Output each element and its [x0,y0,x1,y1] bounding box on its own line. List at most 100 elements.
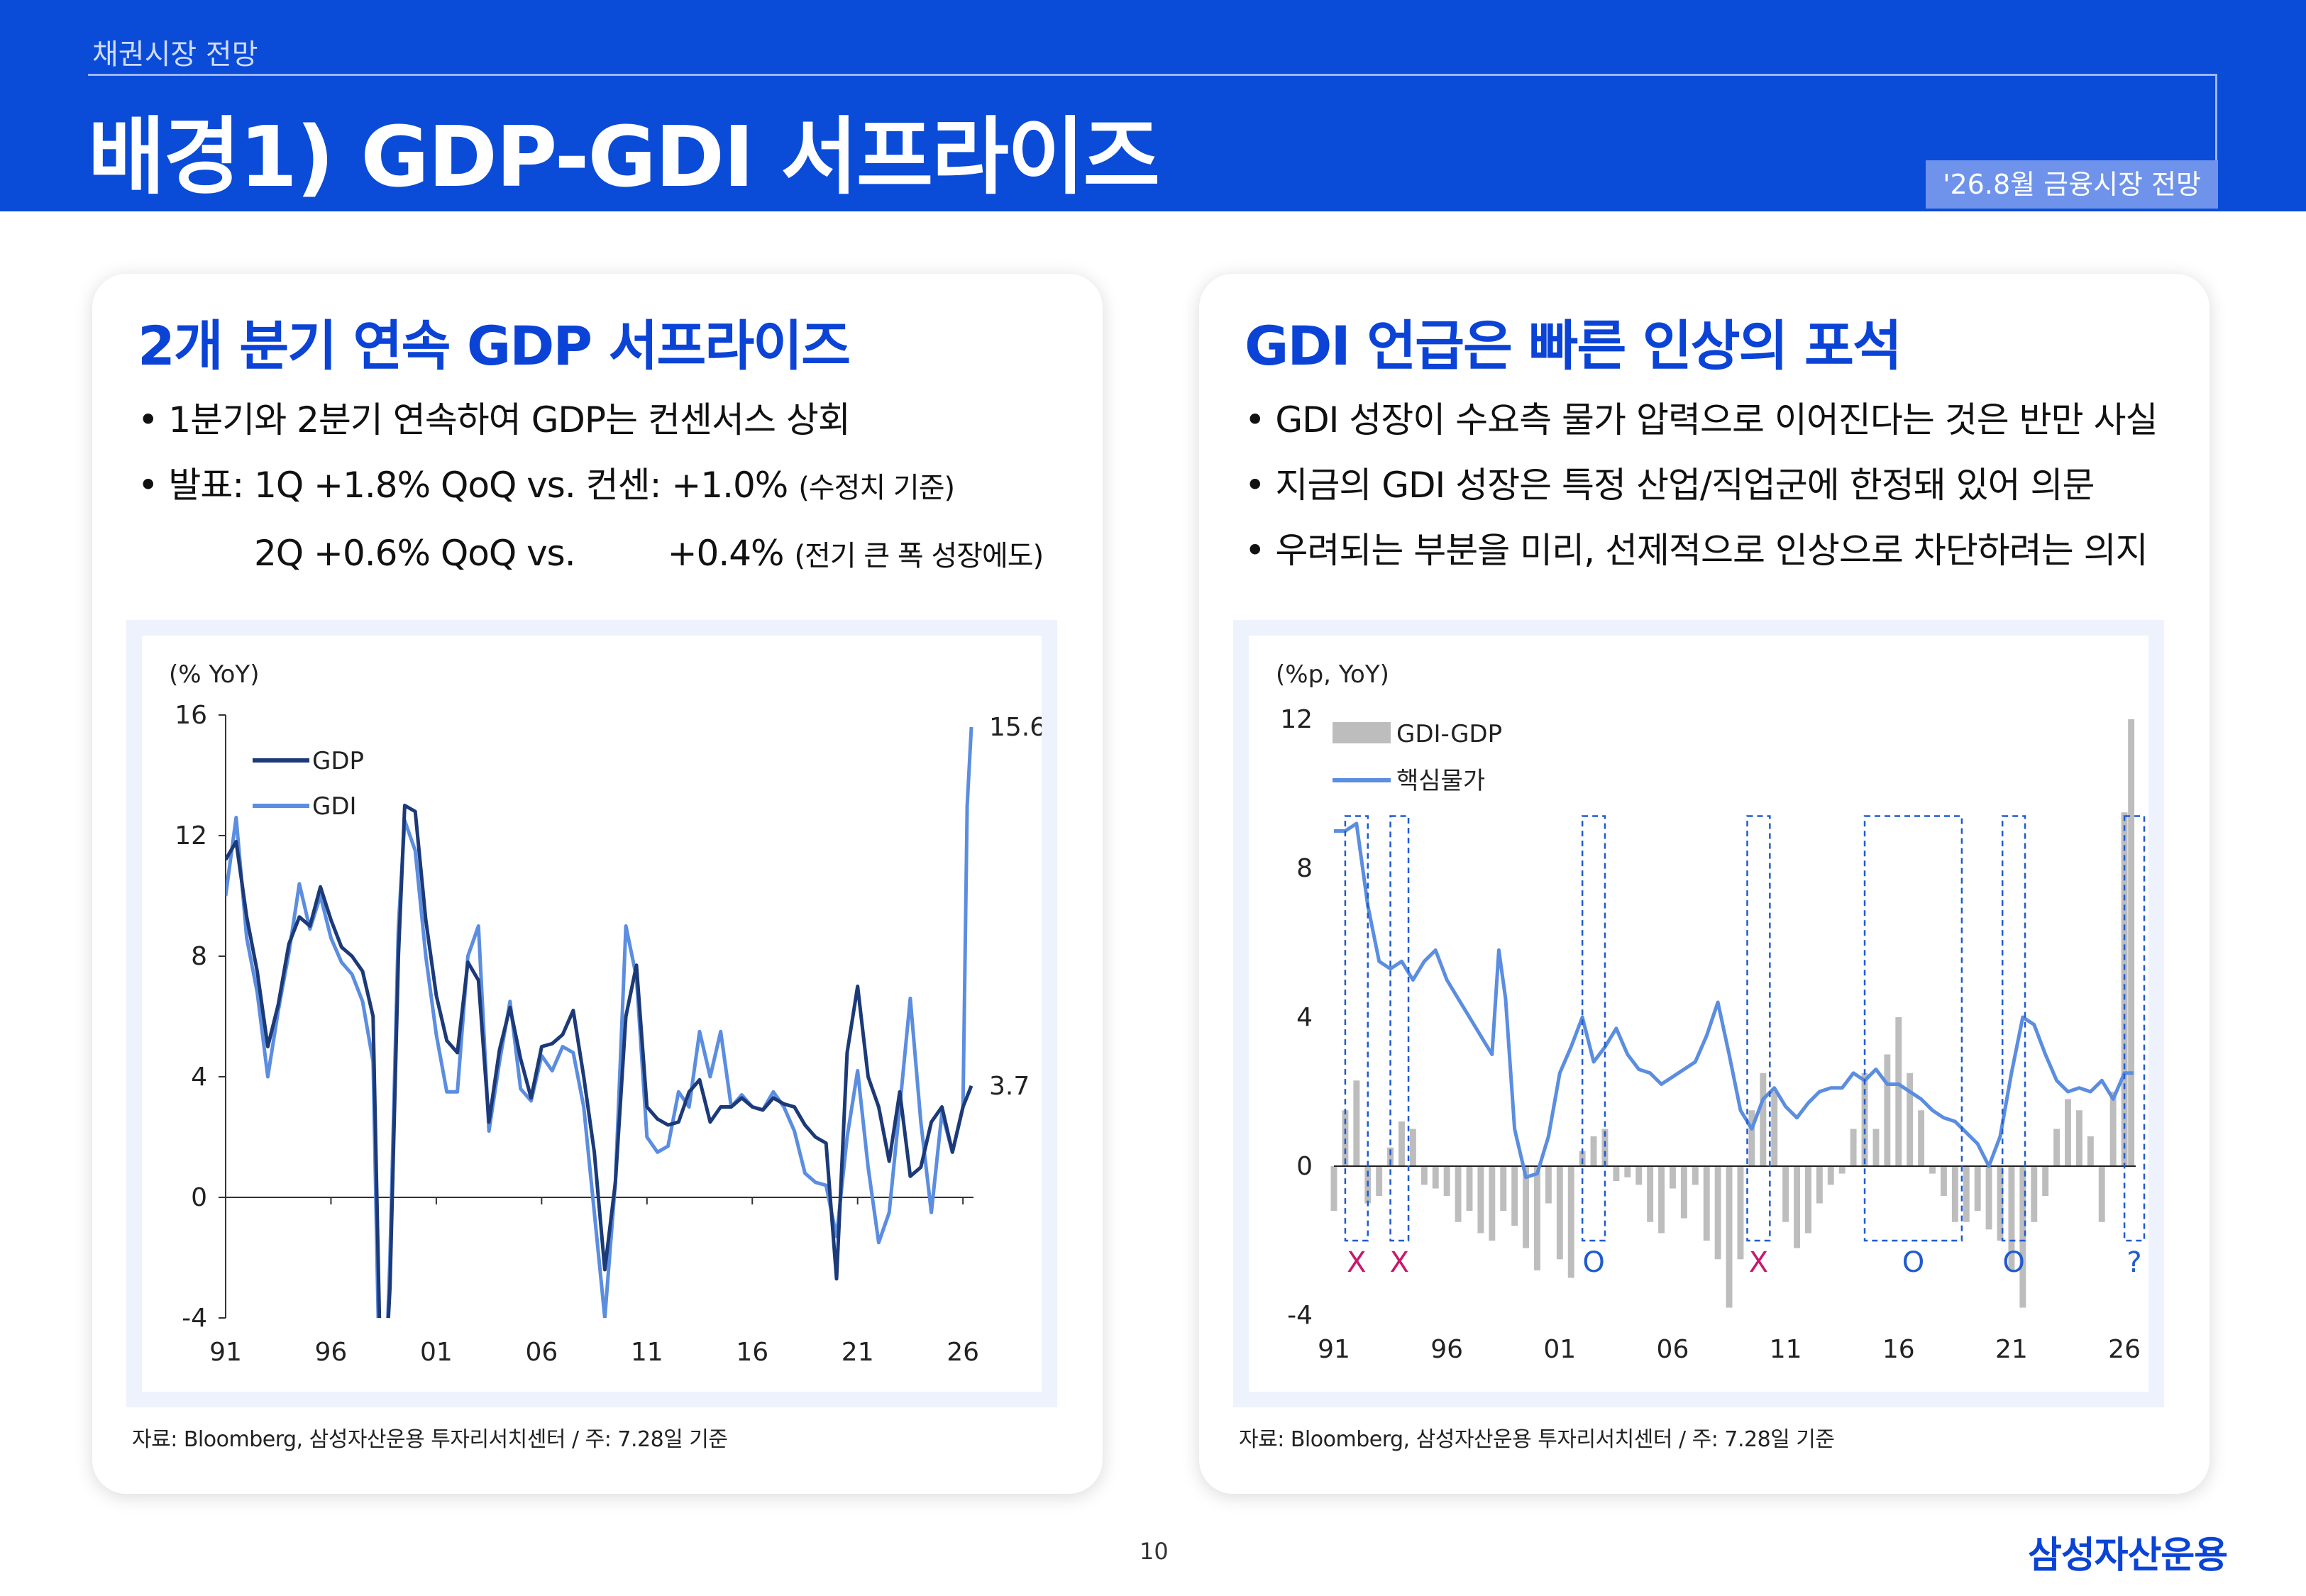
chart2-bar [1680,1166,1687,1219]
page-title: 배경1) GDP-GDI 서프라이즈 [88,108,1160,206]
gdi-gap-chart-frame: (%p, YoY) 12 8 4 0 -4 91 96 01 06 11 16 21 26 X X O X O O? G… [1233,620,2164,1407]
chart2-bar [1997,1166,2004,1241]
header-rule-vertical [2215,74,2217,209]
chart1-x-tick-4: 11 [631,1338,663,1367]
chart2-bar [1590,1136,1597,1166]
chart2-period-label-2: O [1582,1246,1604,1279]
chart2-bar [1782,1166,1789,1222]
company-logo: 삼성자산운용 [2028,1534,2228,1577]
chart2-bar [1455,1166,1462,1222]
chart2-bar [1353,1080,1360,1166]
chart2-bar [1330,1166,1337,1211]
chart2-y-tick-3: 0 [1296,1152,1313,1181]
chart2-bar [1895,1017,1902,1166]
chart2-bar [1545,1166,1552,1204]
chart2-bar [2128,719,2135,1166]
right-bullet-2: • 지금의 GDI 성장은 특정 산업/직업군에 한정돼 있어 의문 [1245,465,2095,506]
page-number: 10 [1140,1538,1169,1565]
chart2-legend-label-0: GDI-GDP [1396,720,1502,748]
left-bullet-2: • 발표: 1Q +1.8% QoQ vs. 컨센: +1.0% (수정치 기준… [138,453,1088,521]
chart2-bar [1658,1166,1665,1234]
left-source: 자료: Bloomberg, 삼성자산운용 투자리서치센터 / 주: 7.28일… [132,1427,728,1452]
gdp-gdi-chart: (% YoY) 16 12 8 4 0 -4 91 96 01 06 11 16 21 26 GDP GDI 15… [142,636,1042,1392]
left-bullet-3-note: (전기 큰 폭 성장에도) [794,540,1044,572]
chart2-bar [2098,1166,2105,1222]
chart1-end-label-gdp: 3.7 [989,1072,1030,1101]
chart2-period-box-2 [1581,815,1606,1242]
chart2-bar [1500,1166,1507,1211]
chart1-series-gdp-line [226,804,973,1318]
left-bullet-3-b: +0.4% [667,533,795,574]
chart2-bar [1477,1166,1484,1234]
chart2-period-box-5 [2001,815,2026,1242]
chart2-bar [1760,1073,1767,1166]
chart2-bar [1511,1166,1518,1226]
chart1-x-tick-3: 06 [525,1338,558,1367]
chart2-period-label-5: O [2002,1246,2024,1279]
chart2-bar [1985,1166,1992,1230]
chart2-bar [1420,1166,1428,1185]
chart2-x-tick-2: 01 [1543,1335,1576,1364]
chart1-x-tick-2: 01 [420,1338,453,1367]
chart2-period-label-0: X [1347,1246,1366,1279]
chart2-period-box-4 [1863,815,1963,1242]
chart1-x-tick-5: 16 [736,1338,768,1367]
right-bullet-3: • 우려되는 부분을 미리, 선제적으로 인상으로 차단하려는 의지 [1245,530,2148,571]
chart2-bar [1556,1166,1563,1260]
chart1-legend-label-0: GDP [312,747,364,775]
chart2-bar [1376,1166,1383,1196]
chart2-period-box-3 [1746,815,1771,1242]
left-bullet-3-a: 2Q +0.6% QoQ vs. [254,533,576,574]
chart2-bar [1884,1054,1891,1166]
chart2-bar [1771,1092,1778,1166]
left-bullet-3: 2Q +0.6% QoQ vs. +0.4% (전기 큰 폭 성장에도) [138,521,1088,589]
chart2-legend-swatch-0 [1333,722,1391,743]
chart1-y-tick-1: 12 [175,821,207,850]
chart1-end-label-gdi: 15.6 [989,713,1042,742]
chart2-bar [1816,1166,1823,1204]
chart2-bar [1951,1166,1958,1222]
report-badge: '26.8월 금융시장 전망 [1926,160,2218,209]
chart2-bar [1827,1166,1834,1185]
chart1-x-tick-1: 96 [315,1338,348,1367]
chart2-bar [1613,1166,1620,1181]
right-panel: GDI 언급은 빠른 인상의 포석 • GDI 성장이 수요측 물가 압력으로 … [1199,274,2210,1494]
chart2-period-box-1 [1389,815,1410,1242]
chart2-bar [1534,1166,1540,1270]
chart2-bar [1974,1166,1981,1211]
chart2-bar [1918,1110,1925,1166]
chart2-x-tick-3: 06 [1657,1335,1689,1364]
chart2-bar [1342,1110,1349,1166]
chart2-bar [2087,1136,2094,1166]
header-rule [88,74,2217,76]
chart2-bar [1443,1166,1450,1196]
chart2-y-tick-2: 4 [1296,1003,1313,1032]
chart2-bar [1714,1166,1721,1260]
chart2-bar [1647,1166,1654,1222]
chart2-period-label-4: O [1902,1246,1924,1279]
header: 채권시장 전망 배경1) GDP-GDI 서프라이즈 '26.8월 금융시장 전… [0,0,2306,211]
chart2-y-tick-4: -4 [1287,1301,1313,1330]
chart2-bar [1387,1147,1394,1166]
chart2-period-label-6: ? [2126,1246,2141,1279]
chart1-unit-label: (% YoY) [169,660,259,689]
chart2-bar [1850,1129,1857,1166]
chart2-series-core-inflation-line [1334,821,2134,1180]
chart2-x-tick-6: 21 [1995,1335,2028,1364]
chart2-bar [1523,1166,1530,1248]
chart1-y-tick-5: -4 [182,1304,207,1333]
chart2-bar [1601,1129,1609,1166]
chart2-bar [2065,1099,2071,1166]
chart1-y-tick-2: 8 [191,942,207,971]
chart2-bar [1737,1166,1744,1260]
gdp-gdi-chart-svg: (% YoY) 16 12 8 4 0 -491 96 01 06 11 16 21 26 GDP GDI 15… [169,660,1042,1367]
chart2-bar [1726,1166,1733,1308]
chart2-bar [1409,1129,1416,1166]
chart1-legend-label-1: GDI [312,792,357,821]
chart1-y-tick-3: 4 [191,1063,207,1092]
chart2-bar [1794,1166,1800,1248]
chart2-bar [1929,1166,1936,1174]
chart2-bar [1624,1166,1631,1177]
chart2-bar [1399,1121,1405,1166]
chart2-bar [2042,1166,2049,1196]
